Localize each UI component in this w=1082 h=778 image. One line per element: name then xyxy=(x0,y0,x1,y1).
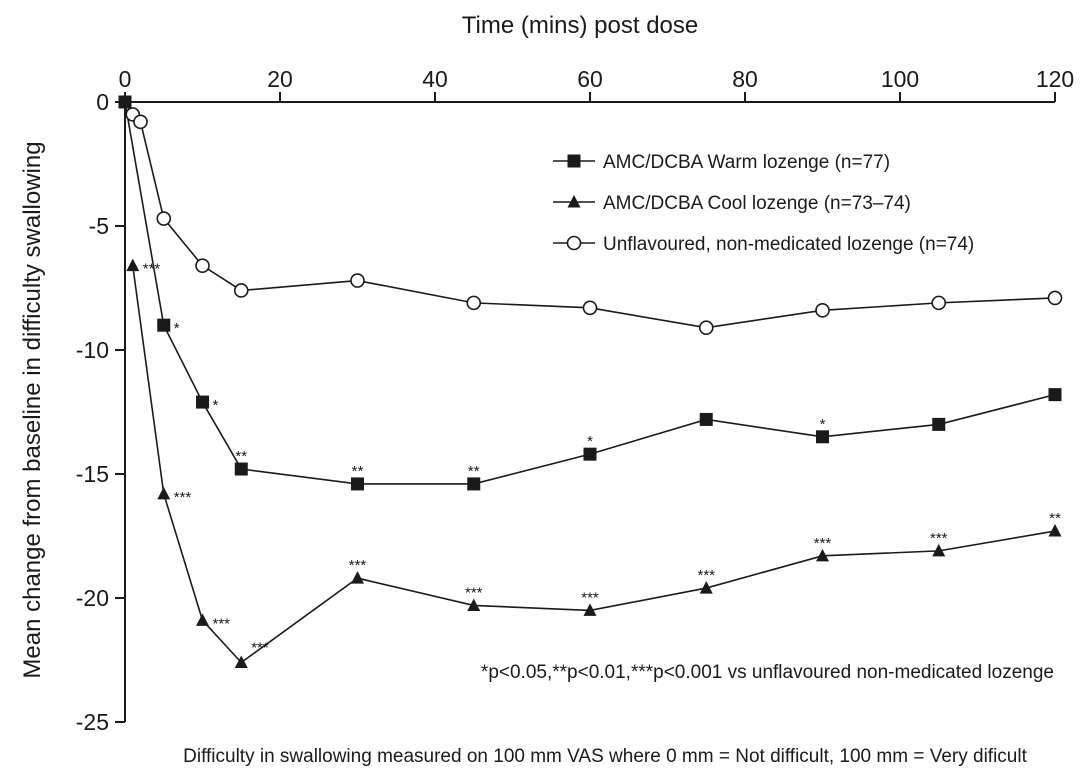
significance-label: * xyxy=(587,433,593,450)
legend-item: AMC/DCBA Cool lozenge (n=73–74) xyxy=(553,193,911,214)
data-point xyxy=(1047,290,1063,306)
y-axis-title: Mean change from baseline in difficulty … xyxy=(19,141,46,678)
significance-label: *** xyxy=(697,567,715,584)
series-triangle xyxy=(126,258,1062,668)
data-point xyxy=(816,430,829,444)
y-tick-label: -15 xyxy=(76,461,109,487)
data-point xyxy=(932,417,946,431)
significance-label: * xyxy=(213,397,219,414)
y-tick-label: 0 xyxy=(96,89,109,115)
y-tick-label: -5 xyxy=(89,213,109,239)
data-point xyxy=(126,258,140,272)
data-point xyxy=(234,655,248,668)
data-point xyxy=(195,258,210,273)
x-tick-label: 40 xyxy=(422,66,448,92)
data-point xyxy=(156,211,172,226)
data-point xyxy=(583,603,597,616)
x-tick-label: 120 xyxy=(1036,66,1074,92)
data-point xyxy=(1048,388,1062,402)
data-point xyxy=(196,395,209,409)
significance-label: *** xyxy=(581,589,599,606)
legend-marker xyxy=(567,154,581,168)
x-axis-title: Time (mins) post dose xyxy=(462,12,699,39)
data-point xyxy=(467,598,481,611)
data-point xyxy=(816,548,829,562)
legend-marker xyxy=(567,195,581,208)
data-point xyxy=(815,303,830,318)
significance-labels: ****** ********************** ********* ***… xyxy=(143,261,1061,657)
significance-label: *** xyxy=(930,530,948,547)
significance-label: *** xyxy=(143,261,161,278)
data-point xyxy=(699,412,713,426)
series-layer xyxy=(118,95,1063,668)
axes: 0 20 40 60 80 100 120 0 -5 -10 -15 -20 -25 xyxy=(76,66,1074,735)
significance-label: ** xyxy=(235,448,247,465)
y-tick-label: -10 xyxy=(76,337,109,363)
data-point xyxy=(196,613,209,626)
significance-footnote: *p<0.05,**p<0.01,***p<0.001 vs unflavour… xyxy=(481,662,1054,683)
x-tick-label: 20 xyxy=(267,66,293,92)
data-point xyxy=(157,486,171,500)
data-point xyxy=(350,273,365,288)
data-point xyxy=(118,95,132,109)
x-tick-label: 0 xyxy=(119,66,132,92)
legend: AMC/DCBA Warm lozenge (n=77) AMC/DCBA Coo… xyxy=(553,152,974,255)
legend-item: Unflavoured, non-medicated lozenge (n=74… xyxy=(553,234,974,255)
significance-label: *** xyxy=(465,584,483,601)
data-point xyxy=(234,462,248,476)
significance-label: ** xyxy=(352,463,364,480)
x-tick-label: 80 xyxy=(732,66,758,92)
significance-label: ** xyxy=(468,463,480,480)
significance-label: *** xyxy=(814,535,832,552)
legend-label: Unflavoured, non-medicated lozenge (n=74… xyxy=(603,234,974,255)
x-tick-label: 60 xyxy=(577,66,603,92)
significance-label: *** xyxy=(213,615,231,632)
x-tick-label: 100 xyxy=(881,66,919,92)
data-point xyxy=(1048,524,1062,537)
chart-caption: Difficulty in swallowing measured on 100… xyxy=(183,746,1027,767)
data-point xyxy=(351,571,364,584)
legend-label: AMC/DCBA Cool lozenge (n=73–74) xyxy=(603,193,911,214)
series-circle-open xyxy=(125,107,1063,335)
series-line xyxy=(132,113,1056,329)
data-point xyxy=(699,581,713,594)
data-point xyxy=(698,320,714,335)
significance-label: * xyxy=(174,320,180,337)
data-point xyxy=(133,114,148,130)
data-point xyxy=(467,477,481,491)
legend-label: AMC/DCBA Warm lozenge (n=77) xyxy=(603,152,890,173)
significance-label: *** xyxy=(349,557,367,574)
data-point xyxy=(157,318,171,332)
significance-label: *** xyxy=(251,639,269,656)
data-point xyxy=(583,447,597,461)
significance-label: * xyxy=(820,416,826,433)
y-tick-label: -25 xyxy=(76,709,109,735)
significance-label: ** xyxy=(1049,510,1061,527)
data-point xyxy=(932,543,946,557)
legend-item: AMC/DCBA Warm lozenge (n=77) xyxy=(553,152,890,173)
data-point xyxy=(351,477,364,491)
series-line xyxy=(124,101,1056,485)
data-point xyxy=(582,300,598,316)
series-square xyxy=(118,95,1062,491)
significance-label: *** xyxy=(174,489,192,506)
data-point xyxy=(931,295,947,311)
y-tick-label: -20 xyxy=(76,585,109,611)
data-point xyxy=(466,295,482,311)
data-point xyxy=(233,283,249,298)
legend-marker xyxy=(566,235,582,251)
